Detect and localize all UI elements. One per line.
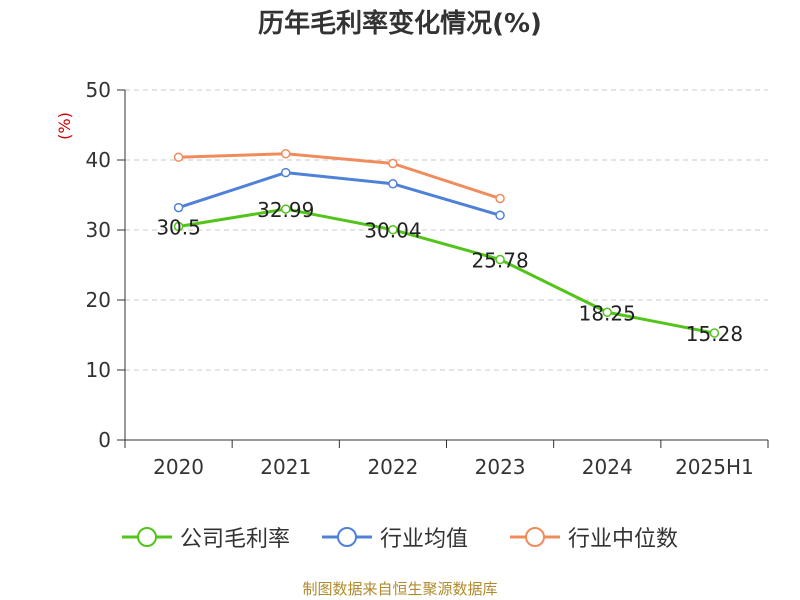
legend: 公司毛利率 行业均值 行业中位数: [0, 520, 800, 554]
source-note: 制图数据来自恒生聚源数据库: [302, 580, 498, 598]
x-tick-label: 2024: [582, 455, 633, 479]
legend-swatch-icon: [122, 527, 172, 547]
chart-title: 历年毛利率变化情况(%): [258, 9, 542, 39]
data-point: [495, 254, 505, 265]
data-label: 15.28: [686, 322, 743, 346]
y-tick-label: 40: [86, 148, 111, 172]
data-point: [173, 152, 184, 162]
series-line: [178, 207, 715, 335]
x-tick-label: 2022: [367, 455, 418, 479]
x-tick-label: 2025H1: [675, 455, 754, 479]
x-tick-label: 2021: [260, 455, 311, 479]
data-point: [495, 193, 505, 204]
legend-item[interactable]: 行业均值: [322, 520, 468, 554]
data-point: [388, 224, 398, 235]
legend-label: 行业均值: [380, 527, 469, 552]
data-label: 25.78: [471, 249, 528, 273]
x-tick-label: 2020: [153, 455, 204, 479]
y-tick-label: 50: [86, 78, 111, 102]
x-tick-label: 2023: [475, 455, 526, 479]
data-point: [709, 328, 720, 338]
data-point: [281, 167, 291, 178]
data-point: [388, 158, 398, 169]
legend-item[interactable]: 公司毛利率: [122, 520, 290, 554]
legend-swatch-icon: [510, 527, 560, 547]
data-point: [281, 148, 291, 159]
data-point: [495, 210, 505, 221]
data-point: [173, 202, 184, 213]
data-point: [173, 221, 184, 232]
y-axis-label: (%): [55, 112, 74, 140]
series-line: [178, 171, 501, 217]
legend-item[interactable]: 行业中位数: [510, 520, 678, 554]
legend-label: 公司毛利率: [180, 527, 291, 552]
y-tick-label: 20: [86, 288, 111, 312]
y-tick-label: 30: [86, 218, 111, 242]
y-tick-label: 10: [86, 358, 111, 382]
data-point: [281, 204, 291, 214]
data-label: 30.04: [364, 219, 421, 243]
data-label: 32.99: [257, 198, 314, 222]
data-point: [388, 179, 398, 189]
legend-swatch-icon: [322, 527, 372, 547]
data-label: 18.25: [579, 301, 636, 325]
data-point: [602, 307, 612, 317]
legend-label: 行业中位数: [568, 527, 679, 552]
series-line: [178, 152, 501, 200]
y-tick-label: 0: [98, 428, 111, 452]
data-label: 30.5: [156, 216, 201, 240]
